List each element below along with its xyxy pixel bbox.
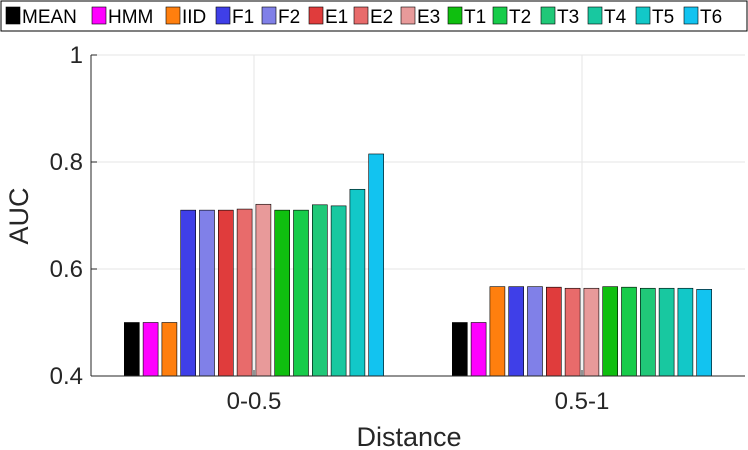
bar-e2-1 bbox=[564, 287, 581, 377]
bar-marks bbox=[124, 153, 713, 377]
bar-f2-1 bbox=[527, 286, 543, 377]
bar-iid-1 bbox=[489, 286, 506, 377]
axes bbox=[90, 54, 745, 377]
bar-e3-0 bbox=[255, 203, 272, 377]
legend-label-mean: MEAN bbox=[22, 7, 77, 28]
legend-label-t1: T1 bbox=[464, 7, 486, 28]
bar-t3-0 bbox=[311, 204, 328, 377]
legend-label-e2: E2 bbox=[370, 7, 393, 28]
legend-box bbox=[0, 0, 748, 32]
legend-label-f1: F1 bbox=[232, 7, 254, 28]
legend-swatch-t5 bbox=[635, 6, 651, 25]
legend: MEAN HMM IID F1 F2 E1 E2 E3 T1 T2 T3 T4 T5 T6 bbox=[0, 0, 748, 32]
legend-label-t2: T2 bbox=[509, 7, 531, 28]
legend-swatch-e1 bbox=[308, 6, 324, 25]
y-tick-labels: 0.4 0.6 0.8 1 bbox=[50, 42, 83, 390]
legend-swatch-t3 bbox=[540, 6, 556, 25]
legend-swatch-iid bbox=[165, 6, 181, 25]
bar-f1-1 bbox=[508, 286, 525, 377]
legend-swatch-t2 bbox=[492, 6, 508, 25]
bar-t6-1 bbox=[696, 289, 713, 377]
bar-hmm-1 bbox=[470, 322, 487, 377]
legend-label-t5: T5 bbox=[652, 7, 674, 28]
bar-t1-1 bbox=[602, 286, 619, 377]
legend-swatch-e3 bbox=[400, 6, 416, 25]
legend-label-t3: T3 bbox=[557, 7, 579, 28]
bar-e1-1 bbox=[545, 286, 562, 377]
bar-t1-0 bbox=[274, 209, 291, 377]
bar-e3-1 bbox=[583, 287, 600, 377]
bar-e1-0 bbox=[218, 209, 234, 377]
legend-label-t4: T4 bbox=[604, 7, 627, 28]
legend-swatch-e2 bbox=[353, 6, 369, 25]
bar-t5-1 bbox=[677, 287, 694, 377]
legend-label-e3: E3 bbox=[417, 7, 440, 28]
y-axis-title: AUC bbox=[4, 187, 34, 244]
bar-f1-0 bbox=[180, 209, 196, 377]
legend-swatch-t6 bbox=[683, 6, 699, 25]
legend-swatch-f1 bbox=[215, 6, 231, 25]
y-tick-label: 0.8 bbox=[50, 149, 83, 176]
y-tick-label: 1 bbox=[70, 42, 83, 69]
bar-t2-0 bbox=[293, 209, 309, 377]
bar-f2-0 bbox=[199, 209, 215, 377]
y-tick-label: 0.6 bbox=[50, 256, 83, 283]
legend-label-f2: F2 bbox=[278, 7, 300, 28]
legend-swatch-hmm bbox=[91, 6, 107, 25]
bar-t6-0 bbox=[368, 153, 385, 377]
y-tick-label: 0.4 bbox=[50, 363, 83, 390]
legend-swatch-t4 bbox=[587, 6, 603, 25]
legend-swatch-t1 bbox=[447, 6, 463, 25]
bar-e2-0 bbox=[236, 208, 253, 377]
bar-mean-0 bbox=[124, 322, 140, 377]
legend-label-hmm: HMM bbox=[108, 7, 153, 28]
bar-t2-1 bbox=[621, 286, 637, 377]
legend-label-iid: IID bbox=[182, 7, 206, 28]
legend-label-e1: E1 bbox=[325, 7, 348, 28]
bar-mean-1 bbox=[451, 322, 468, 377]
legend-swatch-f2 bbox=[261, 6, 277, 25]
bar-t3-1 bbox=[639, 287, 656, 377]
x-tick-label: 0.5-1 bbox=[555, 388, 610, 415]
bar-t4-1 bbox=[658, 287, 675, 377]
x-tick-label: 0-0.5 bbox=[227, 388, 282, 415]
legend-swatch-mean bbox=[5, 6, 21, 25]
bar-iid-0 bbox=[161, 322, 178, 377]
bar-t4-0 bbox=[330, 205, 347, 377]
x-tick-labels: 0-0.5 0.5-1 bbox=[227, 388, 610, 415]
x-axis-title: Distance bbox=[356, 422, 461, 450]
bar-t5-0 bbox=[349, 188, 366, 377]
bar-hmm-0 bbox=[142, 322, 159, 377]
legend-label-t6: T6 bbox=[700, 7, 722, 28]
